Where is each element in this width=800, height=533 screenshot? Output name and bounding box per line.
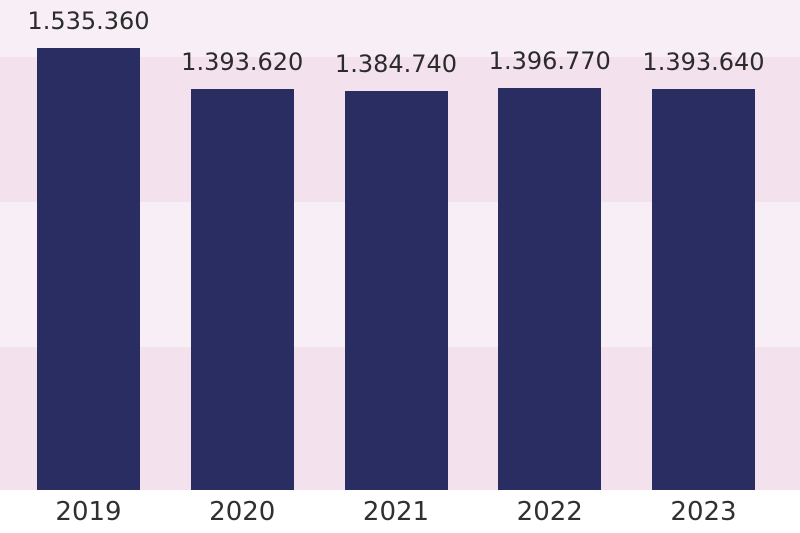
x-tick-label-2020: 2020 [209,496,276,527]
x-axis: 2019 2020 2021 2022 2023 [37,490,755,533]
plot-area: 1.535.360 1.393.620 1.384.740 1.396.770 1.39… [27,0,765,490]
bar-value-label: 1.393.620 [181,48,304,76]
x-tick-label-2022: 2022 [516,496,583,527]
x-tick-label-2023: 2023 [670,496,737,527]
bar-value-label: 1.384.740 [334,50,458,78]
bar-2022 [498,88,602,490]
bar-value-label: 1.393.640 [642,48,765,76]
bar-value-label: 1.396.770 [488,47,611,75]
x-tick-label-2019: 2019 [55,496,122,527]
x-tick-label-2021: 2021 [362,496,430,527]
bar-column-2023: 1.393.640 [642,48,765,490]
bar-column-2021: 1.384.740 [335,50,457,490]
bar-2023 [652,89,755,490]
bar-2021 [344,91,448,490]
bar-column-2020: 1.393.620 [181,48,303,490]
bar-value-label: 1.535.360 [27,7,150,35]
x-axis-area [0,490,800,533]
bar-column-2019: 1.535.360 [27,7,150,490]
bar-2019 [37,48,140,490]
bar-column-2022: 1.396.770 [489,47,611,490]
bar-2020 [190,89,294,490]
background-band [0,0,800,57]
